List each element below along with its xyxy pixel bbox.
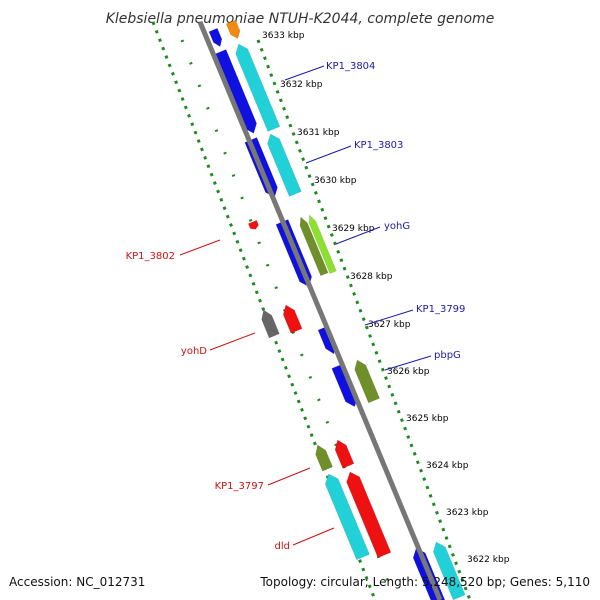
cds-arrow-dld[interactable] <box>346 471 392 559</box>
gene-labels: KP1_3804 KP1_3803 yohG KP1_3799 pbpG KP1… <box>126 61 466 552</box>
cds-arrow-yohg-lime[interactable] <box>308 214 337 274</box>
gene-label-pbpg[interactable]: pbpG <box>434 350 461 361</box>
gene-label-kp1-3802[interactable]: KP1_3802 <box>126 251 175 262</box>
tick-label: 3623 kbp <box>446 508 489 518</box>
gene-label-kp1-3799[interactable]: KP1_3799 <box>416 304 465 315</box>
gene-label-dld[interactable]: dld <box>275 541 290 552</box>
cds-arrow-kp1-3804-cyan[interactable] <box>235 43 281 132</box>
gene-label-yohg[interactable]: yohG <box>384 221 410 232</box>
tick-label: 3632 kbp <box>280 80 323 90</box>
leader-line <box>335 226 381 245</box>
tick-label: 3628 kbp <box>350 272 393 282</box>
leader-line <box>305 145 352 164</box>
cds-arrow-pbpg-olive[interactable] <box>354 359 380 404</box>
gene-label-kp1-3804[interactable]: KP1_3804 <box>326 61 375 72</box>
cds-arrow-kp1-3797[interactable] <box>334 439 355 469</box>
genome-backbone <box>197 21 443 600</box>
tick-label: 3624 kbp <box>426 461 469 471</box>
cds-arrow-forward[interactable] <box>208 27 223 47</box>
tick-label: 3629 kbp <box>332 224 375 234</box>
cds-arrow-orange[interactable] <box>225 19 241 39</box>
genome-summary-text: Topology: circular; Length: 5,248,520 bp… <box>259 575 590 589</box>
cds-arrow-kp1-3797-olive[interactable] <box>315 444 333 472</box>
gene-label-kp1-3803[interactable]: KP1_3803 <box>354 140 403 151</box>
cds-arrow-yohd[interactable] <box>283 304 303 334</box>
cds-arrow-kp1-3803-cyan[interactable] <box>267 133 302 197</box>
accession-text: Accession: NC_012731 <box>9 575 145 589</box>
leader-line <box>179 239 221 256</box>
leader-line <box>292 527 335 546</box>
kbp-ticks: 3633 kbp 3632 kbp 3631 kbp 3630 kbp 3629… <box>262 31 510 565</box>
label-leaders <box>179 65 432 546</box>
cds-arrow-dld-cyan[interactable] <box>324 473 370 561</box>
leader-line <box>284 65 325 81</box>
gene-label-kp1-3797[interactable]: KP1_3797 <box>215 481 264 492</box>
tick-label: 3626 kbp <box>387 367 430 377</box>
leader-line <box>209 332 256 351</box>
leader-line <box>384 355 432 371</box>
map-title: Klebsiella pneumoniae NTUH-K2044, comple… <box>106 11 495 27</box>
cds-arrow-kp1-3802[interactable] <box>247 219 259 230</box>
tick-label: 3625 kbp <box>406 414 449 424</box>
tick-label: 3622 kbp <box>467 555 510 565</box>
cds-arrow-yohg-olive[interactable] <box>299 216 329 277</box>
tick-label: 3631 kbp <box>297 128 340 138</box>
leader-line <box>267 467 311 486</box>
tick-label: 3633 kbp <box>262 31 305 41</box>
tick-label: 3627 kbp <box>368 320 411 330</box>
gene-label-yohd[interactable]: yohD <box>181 346 207 357</box>
tick-ring <box>256 39 472 600</box>
cds-arrow-bottom-cyan[interactable] <box>433 541 466 600</box>
leader-line <box>364 309 414 326</box>
tick-label: 3630 kbp <box>314 176 357 186</box>
cds-arrow-yohd-gray[interactable] <box>261 309 280 339</box>
